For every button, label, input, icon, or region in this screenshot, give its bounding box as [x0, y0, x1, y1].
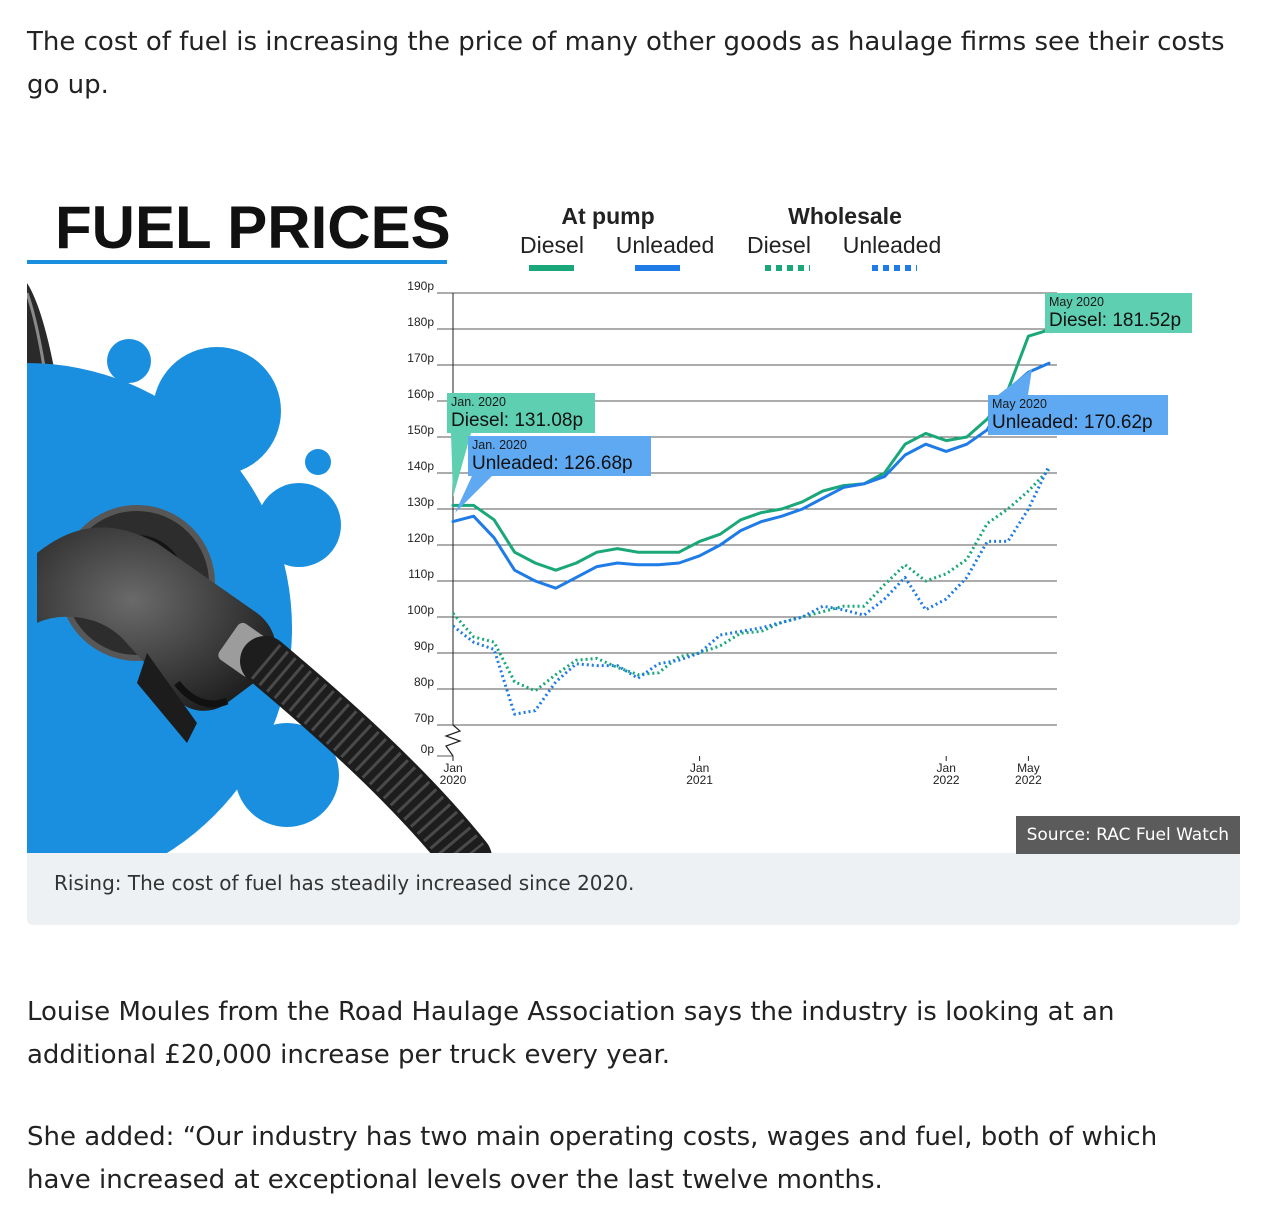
series-line-at-pump-diesel	[451, 322, 1071, 572]
annotation-value: Unleaded: 170.62p	[992, 412, 1153, 433]
annotation-date: May 2020	[992, 397, 1047, 411]
y-tick-label: 90p	[414, 639, 434, 653]
x-tick-label-year: 2020	[440, 773, 467, 787]
bubble-small-top	[107, 339, 151, 383]
annotation-box	[988, 395, 1168, 435]
bubble-tiny	[305, 449, 331, 475]
nozzle-handle	[137, 653, 197, 743]
figure-caption: Rising: The cost of fuel has steadily in…	[54, 871, 635, 895]
bubble-bottom	[235, 723, 339, 827]
series-line-wholesale-unleaded	[452, 465, 1051, 716]
y-tick-label: 190p	[407, 279, 434, 293]
source-credit: Source: RAC Fuel Watch	[1015, 816, 1240, 854]
legend-label-pump-unleaded: Unleaded	[616, 232, 714, 258]
y-tick-label: 170p	[407, 351, 434, 365]
annotation-date: May 2020	[1049, 295, 1104, 309]
article-paragraph-quote-intro: Louise Moules from the Road Haulage Asso…	[27, 997, 1115, 1070]
annotation-box	[447, 393, 595, 433]
annotation-pointer	[451, 433, 471, 498]
article-paragraph-intro: The cost of fuel is increasing the price…	[27, 27, 1225, 100]
chart-series	[451, 322, 1071, 716]
x-tick-label-year: 2022	[933, 773, 960, 787]
legend-swatch-pump-unleaded	[635, 265, 680, 271]
annotation-value: Diesel: 131.08p	[451, 410, 583, 431]
x-tick-label: May	[1017, 761, 1040, 775]
y-tick-label: 160p	[407, 387, 434, 401]
legend-group-wholesale: Wholesale	[788, 203, 902, 229]
y-tick-label: 70p	[414, 711, 434, 725]
fuel-prices-graphic: FUEL PRICES At pump Wholesale Diesel Unl…	[27, 183, 1240, 854]
y-tick-label: 140p	[407, 459, 434, 473]
annotation-value: Diesel: 181.52p	[1049, 310, 1181, 331]
nozzle-body	[37, 527, 276, 711]
fuel-hose-ridges	[250, 644, 485, 853]
article-paragraph-quote: She added: “Our industry has two main op…	[27, 1122, 1158, 1195]
nozzle-trigger	[174, 680, 229, 708]
annotation-box	[468, 436, 651, 476]
series-line-wholesale-diesel	[451, 468, 1051, 693]
bubble-right	[257, 483, 341, 567]
bubble-medium-top	[153, 347, 281, 475]
chart-gridlines	[437, 292, 1057, 757]
y-axis-break-mark	[444, 724, 462, 757]
y-axis: 0p 70p 80p 90p 100p 110p 120p 130p 140p 150p 160p 1…	[407, 279, 462, 757]
title-underline	[27, 260, 447, 264]
fuel-prices-figure: FUEL PRICES At pump Wholesale Diesel Unl…	[27, 183, 1240, 925]
legend-label-pump-diesel: Diesel	[520, 232, 584, 258]
legend-swatch-pump-diesel	[529, 265, 574, 271]
annotation-date: Jan. 2020	[451, 395, 506, 409]
legend-label-wholesale-diesel: Diesel	[747, 232, 811, 258]
y-tick-label: 120p	[407, 531, 434, 545]
y-tick-label: 180p	[407, 315, 434, 329]
fuel-nozzle-illustration	[27, 283, 492, 853]
y-tick-label: 80p	[414, 675, 434, 689]
legend-label-wholesale-unleaded: Unleaded	[843, 232, 941, 258]
annotation-box	[1045, 293, 1192, 333]
chart-legend: At pump Wholesale Diesel Unleaded Diesel…	[520, 203, 941, 271]
y-tick-label: 100p	[407, 603, 434, 617]
x-tick-label: Jan	[937, 761, 956, 775]
legend-group-pump: At pump	[561, 203, 654, 229]
y-tick-label: 130p	[407, 495, 434, 509]
x-tick-label-year: 2021	[686, 773, 713, 787]
x-tick-label-year: 2022	[1015, 773, 1042, 787]
y-tick-label: 150p	[407, 423, 434, 437]
fuel-prices-chart: FUEL PRICES At pump Wholesale Diesel Unl…	[27, 194, 1192, 853]
x-tick-label: Jan	[690, 761, 709, 775]
annotation-date: Jan. 2020	[472, 438, 527, 452]
y-tick-label: 0p	[421, 742, 435, 756]
annotation-pointer	[455, 476, 492, 513]
chart-title: FUEL PRICES	[55, 194, 451, 261]
annotation-value: Unleaded: 126.68p	[472, 453, 633, 474]
y-tick-label: 110p	[408, 567, 434, 581]
series-line-at-pump-unleaded	[451, 361, 1051, 590]
x-tick-label: Jan	[443, 761, 462, 775]
